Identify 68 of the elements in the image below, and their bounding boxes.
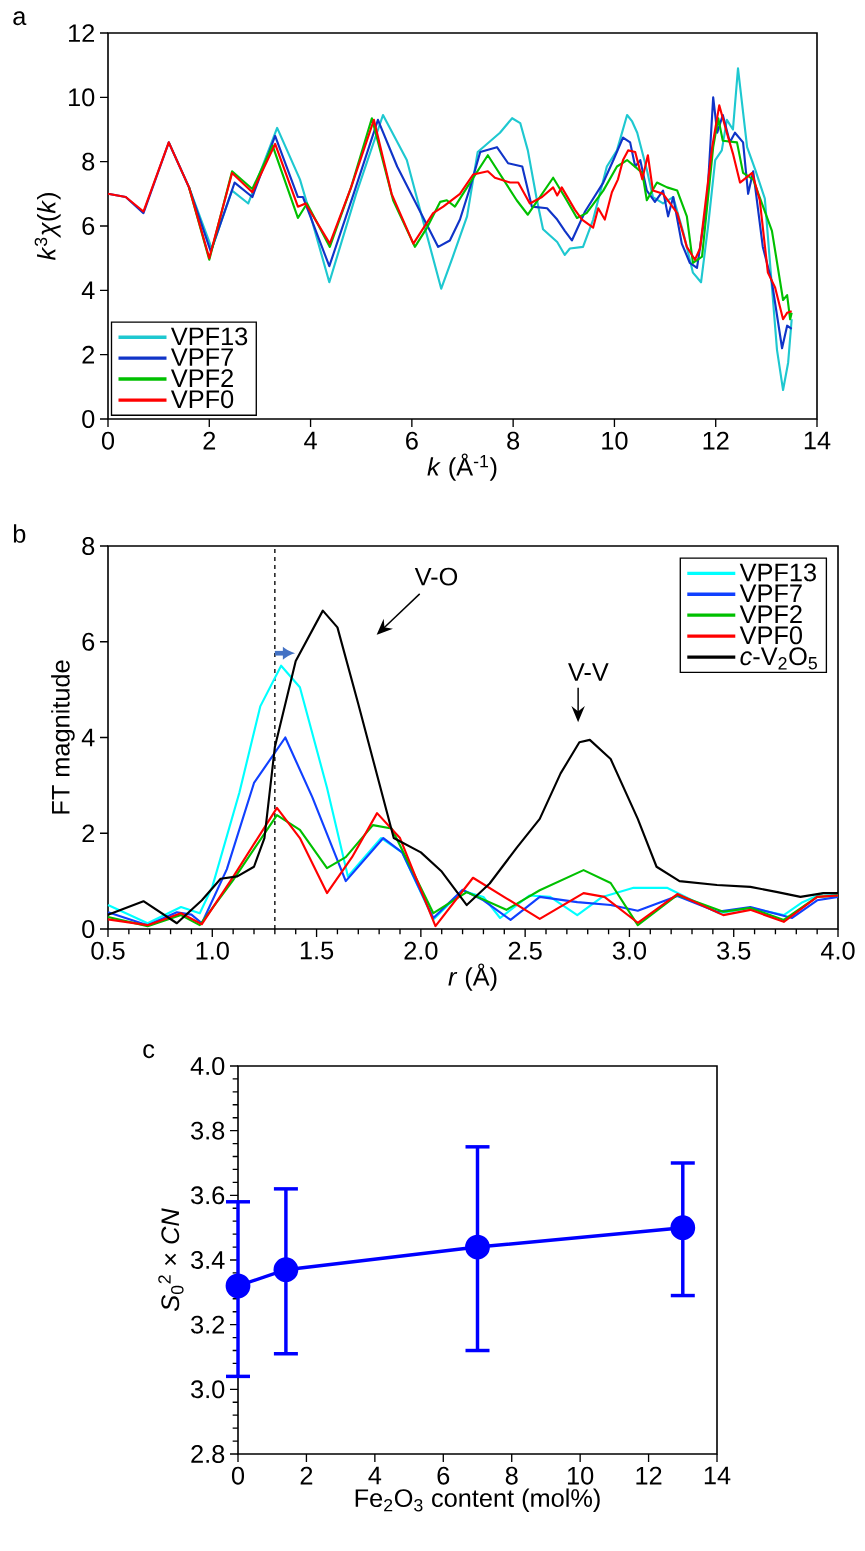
y-tick-label: 8 — [82, 152, 95, 171]
point — [465, 1234, 490, 1260]
chart-title: b — [13, 524, 26, 543]
legend-label: VPF13 — [170, 327, 248, 346]
y-tick-label: 10 — [69, 88, 95, 107]
line-series — [106, 736, 840, 927]
legend-label: VPF7 — [739, 584, 802, 602]
legend-label: VPF0 — [170, 390, 234, 409]
x-tick-label: 2 — [300, 1466, 313, 1485]
legend-label: VPF7 — [170, 348, 233, 366]
x-tick-label: 4 — [368, 1466, 382, 1485]
legend-label: VPF2 — [739, 605, 802, 623]
x-tick-label: 1.5 — [300, 941, 334, 960]
y-tick-label: 0 — [82, 410, 95, 428]
y-tick-label: 4 — [81, 281, 95, 300]
x-axis-title: k (Å$^{-1}$) — [427, 453, 497, 481]
annotation: V-V — [568, 663, 609, 681]
y-tick-label: 6 — [82, 632, 95, 651]
x-tick-label: 12 — [636, 1466, 662, 1485]
y-tick-label: 6 — [82, 217, 95, 235]
x-tick-label: 6 — [406, 431, 418, 450]
x-tick-label: 4 — [304, 431, 317, 450]
x-tick-label: 0 — [231, 1466, 245, 1485]
x-axis-title: Fe$_{2}$O$_{3}$ content (mol%) — [355, 1488, 600, 1513]
point — [273, 1257, 299, 1283]
x-tick-label: 14 — [804, 431, 831, 450]
x-tick-label: 6 — [437, 1466, 450, 1485]
y-tick-label: 3.8 — [191, 1121, 225, 1140]
y-tick-label: 8 — [82, 537, 95, 555]
x-tick-label: 10 — [602, 431, 628, 450]
x-axis-title: r (Å) — [448, 963, 497, 991]
legend-label: VPF2 — [170, 369, 233, 387]
legend-label: VPF13 — [739, 563, 816, 582]
x-tick-label: 2.5 — [508, 941, 542, 960]
y-tick-label: 0 — [82, 920, 95, 938]
y-tick-label: 3.0 — [191, 1380, 225, 1399]
x-tick-label: 4.0 — [820, 941, 855, 960]
point — [225, 1273, 251, 1299]
legend-label: c-V$_{2}$O$_{5}$ — [740, 647, 817, 670]
y-tick-label: 12 — [69, 24, 95, 42]
chart-title: a — [13, 11, 27, 26]
annotation: V-O — [414, 567, 458, 586]
y-axis-title: S$_{0}$$^{2}$ × CN — [158, 1208, 184, 1311]
line-series — [187, 117, 793, 321]
x-tick-label: 10 — [567, 1466, 594, 1485]
y-tick-label: 2 — [82, 345, 95, 364]
y-tick-label: 4.0 — [190, 1057, 225, 1075]
x-tick-label: 8 — [507, 431, 520, 450]
x-tick-label: 0 — [101, 431, 115, 450]
y-tick-label: 3.2 — [191, 1315, 225, 1334]
legend-label: VPF0 — [739, 626, 802, 645]
y-tick-label: 2.8 — [191, 1445, 225, 1463]
x-tick-label: 12 — [703, 431, 729, 450]
x-tick-label: 1.0 — [196, 941, 229, 960]
x-tick-label: 0.5 — [91, 941, 125, 960]
y-tick-label: 3.6 — [191, 1186, 225, 1205]
y-tick-label: 2 — [82, 824, 95, 843]
x-tick-label: 2.0 — [404, 941, 438, 960]
x-tick-label: 3.5 — [717, 941, 751, 960]
x-tick-label: 14 — [704, 1466, 731, 1485]
x-tick-label: 8 — [505, 1466, 518, 1485]
y-tick-label: 4 — [81, 728, 95, 747]
y-axis-title: FT magnitude — [51, 660, 75, 814]
y-tick-label: 3.4 — [191, 1251, 225, 1269]
chart-title: c — [143, 1044, 155, 1059]
y-axis-title: k$^{3}$χ(k) — [34, 193, 61, 261]
point — [670, 1215, 696, 1241]
x-tick-label: 3.0 — [612, 941, 647, 960]
